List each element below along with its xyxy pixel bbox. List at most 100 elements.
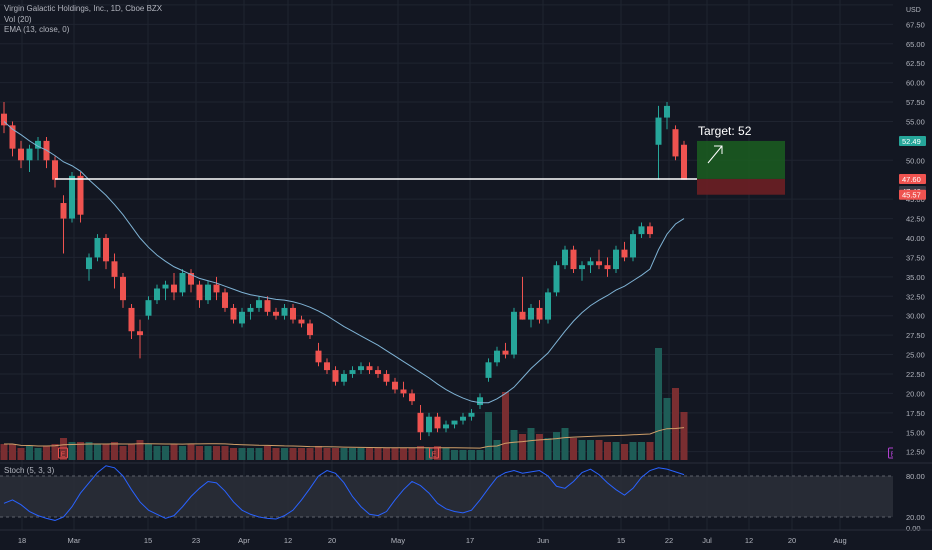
volume-bar	[434, 446, 441, 460]
volume-bar	[578, 440, 586, 460]
candle-body	[494, 350, 500, 363]
price-tick-label: 32.50	[906, 292, 925, 301]
candle-body	[562, 249, 568, 266]
earnings-marker-label: E	[61, 452, 66, 459]
price-tick-label: 62.50	[906, 59, 925, 68]
price-tick-label: 67.50	[906, 20, 925, 29]
candle-body	[664, 105, 670, 118]
time-tick-label: May	[391, 536, 405, 545]
volume-bar	[119, 446, 127, 460]
volume-bar	[264, 446, 271, 460]
earnings-marker	[429, 447, 439, 459]
price-badge	[899, 135, 926, 146]
candle-body	[307, 323, 313, 336]
price-tick-label: 40.00	[906, 234, 925, 243]
candle-body	[1, 113, 7, 126]
candle-body	[375, 370, 381, 374]
volume-bar	[255, 448, 263, 460]
time-tick-label: 17	[466, 536, 474, 545]
volume-bar	[680, 412, 688, 460]
stoch-indicator-label[interactable]: Stoch (5, 3, 3)	[4, 466, 55, 475]
volume-bar	[527, 428, 535, 460]
candle-body	[69, 175, 75, 219]
price-tick-label: 20.00	[906, 389, 925, 398]
price-tick-label: 27.50	[906, 331, 925, 340]
candle-body	[94, 238, 101, 258]
time-tick-label: 20	[328, 536, 336, 545]
volume-bar	[60, 438, 67, 460]
volume-bar	[612, 442, 620, 460]
volume-bar	[510, 430, 518, 460]
volume-bar	[468, 450, 475, 460]
arrow-head	[714, 145, 723, 154]
candle-body	[18, 148, 24, 161]
volume-bar	[230, 448, 237, 460]
candle-body	[383, 373, 390, 382]
time-tick-label: Aug	[833, 536, 846, 545]
volume-bar	[187, 444, 195, 460]
candle-body	[188, 272, 194, 285]
volume-bar	[221, 446, 229, 460]
earnings-marker	[58, 447, 68, 459]
time-axis[interactable]: 18 Mar 15 23 Apr 12 20 May 17 Jun 15 22 Jul 12 20 Aug	[0, 529, 932, 545]
target-annotation: Target: 52	[698, 124, 752, 138]
volume-bar	[638, 442, 645, 460]
time-tick-label: Mar	[68, 536, 81, 545]
candle-body	[349, 370, 356, 374]
price-axis-bg	[893, 0, 932, 530]
price-tick-label: 50.00	[906, 156, 925, 165]
candle-body	[409, 393, 415, 402]
candle-body	[162, 284, 169, 289]
price-badge-label: 47.60	[902, 175, 921, 184]
ema-indicator-label[interactable]: EMA (13, close, 0)	[4, 25, 70, 34]
price-tick-label: 60.00	[906, 79, 925, 88]
volume-bar	[34, 448, 42, 460]
price-tick-label: 15.00	[906, 428, 925, 437]
price-tick-label: 37.50	[906, 253, 925, 262]
volume-bar	[170, 444, 178, 460]
candle-body	[213, 284, 220, 293]
volume-bar	[553, 432, 560, 460]
price-axis[interactable]: USD 12.50 15.00 17.50 20.00 22.50 25.00 27.50 30…	[893, 0, 932, 530]
price-badge	[899, 189, 926, 200]
candle-body	[196, 284, 203, 301]
currency-label: USD	[906, 7, 921, 14]
volume-bar	[179, 446, 186, 460]
volume-bar	[51, 444, 59, 460]
target-zone	[697, 140, 785, 179]
volume-bar	[136, 440, 144, 460]
ema-line	[3, 121, 685, 404]
volume-bar	[485, 412, 492, 460]
price-tick-label: 25.00	[906, 351, 925, 360]
candles	[1, 102, 687, 441]
volume-bar	[9, 444, 16, 460]
candle-body	[128, 307, 135, 332]
stoch-k-line	[3, 465, 685, 521]
candle-body	[570, 249, 577, 270]
volume-bar	[102, 444, 110, 460]
volume-bar	[366, 448, 373, 460]
volume-bar	[272, 448, 280, 460]
volume-bar	[17, 448, 25, 460]
candle-body	[655, 117, 662, 145]
chart-legend: Virgin Galactic Holdings, Inc., 1D, Cboe…	[4, 4, 162, 36]
vol-indicator-label[interactable]: Vol (20)	[4, 14, 32, 24]
candle-body	[511, 311, 517, 355]
stoch-tick-label: 0.00	[906, 524, 921, 533]
candle-body	[298, 319, 305, 324]
candle-body	[613, 249, 619, 270]
volume-bar	[561, 428, 569, 460]
price-badge-label: 52.49	[902, 137, 921, 146]
volume-bar	[315, 446, 322, 460]
candle-body	[468, 412, 475, 417]
candle-body	[35, 140, 41, 149]
symbol-title[interactable]: Virgin Galactic Holdings, Inc., 1D, Cboe…	[4, 4, 163, 13]
candle-body	[145, 300, 152, 316]
volume-ma-line	[4, 427, 685, 449]
volume-bar	[604, 442, 611, 460]
time-tick-label: 20	[788, 536, 796, 545]
volume-bar	[383, 448, 390, 460]
candle-body	[528, 307, 534, 320]
volume-bar	[374, 448, 382, 460]
